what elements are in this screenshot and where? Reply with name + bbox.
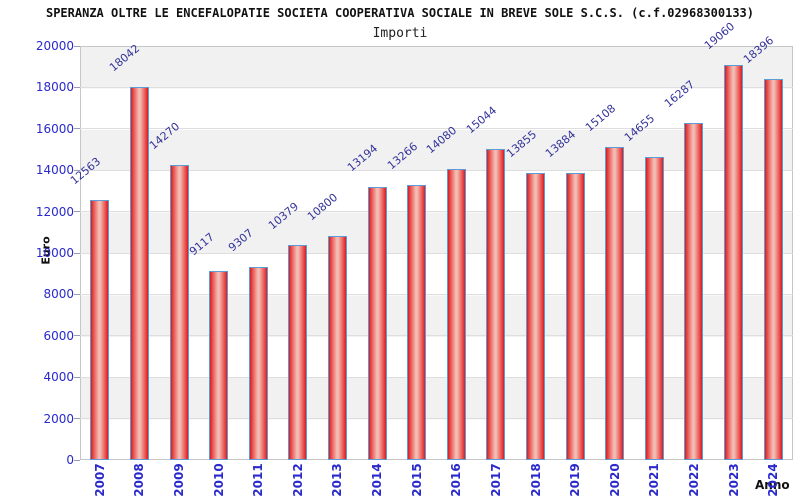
y-tick-label: 4000: [43, 370, 74, 385]
y-tick-label: 6000: [43, 328, 74, 343]
bar: [526, 173, 546, 460]
x-tick-label: 2012: [290, 463, 305, 497]
x-tick-label: 2015: [409, 463, 424, 497]
x-tick-label: 2007: [92, 463, 107, 497]
x-tick-label: 2009: [172, 463, 187, 497]
bar: [327, 236, 347, 460]
x-tick-label: 2021: [647, 463, 662, 497]
y-tick-label: 18000: [35, 80, 74, 95]
y-tick-mark: [74, 169, 80, 171]
y-tick-mark: [74, 211, 80, 213]
y-tick-mark: [74, 335, 80, 337]
y-gridline: [80, 293, 793, 295]
bar: [605, 147, 625, 460]
y-gridline: [80, 376, 793, 378]
x-tick-label: 2020: [607, 463, 622, 497]
bar: [407, 185, 427, 460]
x-tick-label: 2022: [686, 463, 701, 497]
bar: [684, 122, 704, 460]
x-tick-label: 2024: [766, 463, 781, 497]
y-tick-mark: [74, 45, 80, 47]
y-tick-label: 10000: [35, 246, 74, 260]
chart-title: SPERANZA OLTRE LE ENCEFALOPATIE SOCIETA …: [45, 6, 754, 20]
y-gridline: [80, 418, 793, 420]
y-tick-mark: [74, 128, 80, 130]
bar: [486, 148, 506, 460]
y-tick-mark: [74, 418, 80, 420]
x-tick-label: 2017: [488, 463, 503, 497]
y-gridline: [80, 211, 793, 213]
x-tick-label: 2016: [449, 463, 464, 497]
y-tick-label: 2000: [43, 411, 74, 426]
bar: [248, 267, 268, 460]
x-tick-label: 2013: [330, 463, 345, 497]
y-tick-label: 0: [66, 453, 74, 467]
bar: [129, 86, 149, 460]
x-tick-label: 2008: [132, 463, 147, 497]
bar: [367, 186, 387, 460]
y-tick-mark: [74, 86, 80, 88]
y-gridline: [80, 335, 793, 337]
x-tick-label: 2018: [528, 463, 543, 497]
x-axis-title: Anno: [755, 478, 790, 492]
bar: [209, 271, 229, 460]
x-tick-label: 2023: [726, 463, 741, 497]
bar: [724, 65, 744, 460]
x-tick-label: 2019: [568, 463, 583, 497]
y-tick-label: 16000: [35, 121, 74, 136]
x-tick-label: 2011: [251, 463, 266, 497]
bar: [446, 168, 466, 460]
bar: [169, 164, 189, 460]
x-tick-label: 2014: [370, 463, 385, 497]
bar: [763, 79, 783, 460]
y-tick-label: 20000: [35, 39, 74, 53]
chart-subtitle: Importi: [372, 26, 428, 41]
bar: [565, 172, 585, 460]
y-tick-mark: [74, 293, 80, 295]
bar: [288, 245, 308, 460]
bar: [644, 156, 664, 460]
y-tick-label: 14000: [35, 163, 74, 178]
y-gridline: [80, 128, 793, 130]
x-tick-label: 2010: [211, 463, 226, 497]
y-gridline: [80, 86, 793, 88]
y-tick-label: 8000: [43, 287, 74, 302]
y-tick-label: 12000: [35, 204, 74, 219]
y-tick-mark: [74, 459, 80, 461]
y-tick-mark: [74, 376, 80, 378]
y-gridline: [80, 252, 793, 254]
bar: [90, 199, 110, 460]
y-tick-mark: [74, 252, 80, 254]
y-gridline: [80, 169, 793, 171]
